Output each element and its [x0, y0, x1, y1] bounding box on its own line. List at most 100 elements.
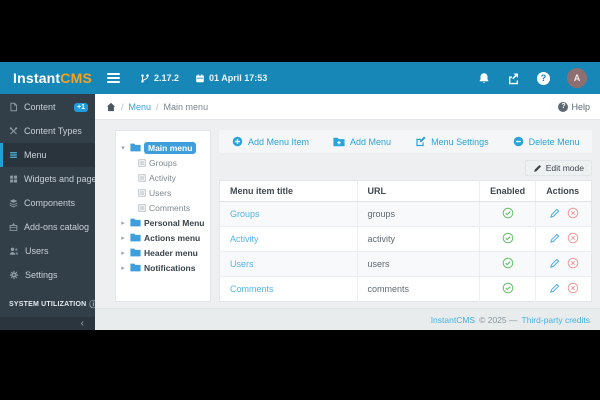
- enabled-check-icon[interactable]: [502, 232, 514, 244]
- menu-items-table: Menu item title URL Enabled Actions Grou…: [219, 180, 592, 302]
- grid-icon: [9, 174, 18, 184]
- tree-node-users[interactable]: Users: [119, 185, 207, 200]
- tree-node-label: Notifications: [144, 262, 196, 273]
- folder-icon: [130, 248, 141, 257]
- sidebar-item-label: Menu: [24, 150, 47, 160]
- footer-brand-link[interactable]: InstantCMS: [430, 314, 476, 325]
- notifications-bell-icon[interactable]: [478, 72, 490, 85]
- folder-icon: [130, 218, 141, 227]
- share-icon[interactable]: [507, 72, 520, 85]
- edit-pencil-icon[interactable]: [549, 208, 560, 219]
- tree-node-label: Users: [149, 187, 172, 198]
- add-menu-item-button[interactable]: Add Menu Item: [232, 136, 309, 147]
- menu-item-icon: [138, 173, 146, 182]
- edit-pencil-icon[interactable]: [549, 258, 560, 269]
- tree-node-label: Header menu: [144, 247, 198, 258]
- menu-item-url: groups: [367, 209, 396, 219]
- sidebar-item-widgets[interactable]: Widgets and pages: [0, 167, 95, 191]
- sidebar-item-label: Users: [25, 246, 49, 256]
- sidebar-item-content[interactable]: Content +1: [0, 95, 95, 119]
- table-header-row: Menu item title URL Enabled Actions: [219, 180, 592, 202]
- folder-icon: [130, 263, 141, 272]
- tree-node-header-menu[interactable]: ▸ Header menu: [119, 245, 207, 260]
- logo-cms: CMS: [60, 70, 93, 86]
- sidebar-item-users[interactable]: Users: [0, 239, 95, 263]
- caret-right-icon[interactable]: ▸: [121, 219, 125, 227]
- tree-node-notifications[interactable]: ▸ Notifications: [119, 260, 207, 275]
- menu-item-link[interactable]: Activity: [230, 234, 259, 244]
- sidebar-nav: Content +1 Content Types Menu Widgets an…: [0, 94, 95, 287]
- tree-node-label: Main menu: [144, 141, 197, 154]
- user-avatar[interactable]: A: [567, 68, 587, 88]
- folder-icon: [130, 233, 141, 242]
- instantcms-logo[interactable]: InstantCMS: [13, 70, 92, 86]
- caret-right-icon[interactable]: ▸: [121, 249, 125, 257]
- pen-square-icon: [416, 136, 426, 147]
- col-header-url: URL: [357, 180, 481, 202]
- caret-right-icon[interactable]: ▸: [121, 234, 125, 242]
- info-icon[interactable]: ⓘ: [89, 300, 95, 309]
- sidebar-item-components[interactable]: Components: [0, 191, 95, 215]
- sidebar-collapse-bar[interactable]: ‹: [0, 317, 95, 330]
- tree-node-groups[interactable]: Groups: [119, 155, 207, 170]
- chevron-left-icon: ‹: [80, 317, 84, 329]
- help-link[interactable]: ? Help: [558, 101, 590, 112]
- page-footer: InstantCMS © 2025 — Third-party credits: [95, 308, 600, 330]
- system-utilization-header: SYSTEM UTILIZATION ⓘ: [0, 299, 95, 310]
- tree-node-personal-menu[interactable]: ▸ Personal Menu: [119, 215, 207, 230]
- delete-x-icon[interactable]: [567, 207, 579, 219]
- caret-right-icon[interactable]: ▸: [121, 264, 125, 272]
- caret-down-icon[interactable]: ▾: [121, 144, 125, 152]
- breadcrumb: / Menu / Main menu ? Help: [95, 94, 600, 120]
- tree-node-comments[interactable]: Comments: [119, 200, 207, 215]
- datetime-indicator[interactable]: 01 April 17:53: [195, 73, 267, 84]
- col-header-title: Menu item title: [219, 180, 358, 202]
- menu-item-url: comments: [367, 284, 410, 294]
- menu-item-link[interactable]: Groups: [230, 209, 260, 219]
- folder-plus-icon: [333, 137, 345, 146]
- app-body: Content +1 Content Types Menu Widgets an…: [0, 94, 600, 330]
- main-area: / Menu / Main menu ? Help ▾: [95, 94, 600, 330]
- menu-item-icon: [138, 188, 146, 197]
- edit-mode-button[interactable]: Edit mode: [524, 160, 592, 176]
- delete-x-icon[interactable]: [567, 257, 579, 269]
- footer-credits-link[interactable]: Third-party credits: [521, 314, 591, 325]
- menu-item-icon: [138, 158, 146, 167]
- sidebar-item-addons[interactable]: Add-ons catalog: [0, 215, 95, 239]
- sidebar-toggle-icon[interactable]: [107, 73, 121, 83]
- help-circle-icon[interactable]: ?: [537, 71, 550, 85]
- sidebar-item-content-types[interactable]: Content Types: [0, 119, 95, 143]
- sidebar-item-label: Widgets and pages: [24, 174, 95, 184]
- version-text: 2.17.2: [154, 73, 180, 83]
- tree-node-activity[interactable]: Activity: [119, 170, 207, 185]
- tree-node-label: Comments: [149, 202, 191, 213]
- content-area: ▾ Main menu Groups Activity: [95, 120, 600, 308]
- home-icon[interactable]: [106, 102, 116, 112]
- menu-item-link[interactable]: Users: [230, 259, 254, 269]
- footer-copyright: © 2025 —: [479, 314, 518, 325]
- enabled-check-icon[interactable]: [502, 282, 514, 294]
- menu-settings-button[interactable]: Menu Settings: [415, 136, 489, 147]
- sidebar-item-menu[interactable]: Menu: [0, 143, 95, 167]
- tree-node-label: Groups: [149, 157, 177, 168]
- tree-node-label: Personal Menu: [144, 217, 205, 228]
- add-menu-button[interactable]: Add Menu: [333, 137, 391, 147]
- version-indicator[interactable]: 2.17.2: [140, 73, 179, 84]
- logo-instant: Instant: [13, 70, 61, 86]
- col-header-actions: Actions: [535, 180, 592, 202]
- delete-x-icon[interactable]: [567, 232, 579, 244]
- enabled-check-icon[interactable]: [502, 207, 514, 219]
- sidebar-item-settings[interactable]: Settings: [0, 263, 95, 287]
- edit-pencil-icon[interactable]: [549, 233, 560, 244]
- menu-item-link[interactable]: Comments: [230, 284, 274, 294]
- delete-menu-button[interactable]: Delete Menu: [513, 136, 580, 147]
- tree-node-main-menu[interactable]: ▾ Main menu: [119, 140, 207, 155]
- tree-node-actions-menu[interactable]: ▸ Actions menu: [119, 230, 207, 245]
- sidebar-item-label: Settings: [25, 270, 58, 280]
- breadcrumb-link-menu[interactable]: Menu: [128, 101, 152, 112]
- edit-pencil-icon[interactable]: [549, 283, 560, 294]
- menu-items-section: Add Menu Item Add Menu Menu Settings: [219, 130, 592, 302]
- delete-x-icon[interactable]: [567, 282, 579, 294]
- enabled-check-icon[interactable]: [502, 257, 514, 269]
